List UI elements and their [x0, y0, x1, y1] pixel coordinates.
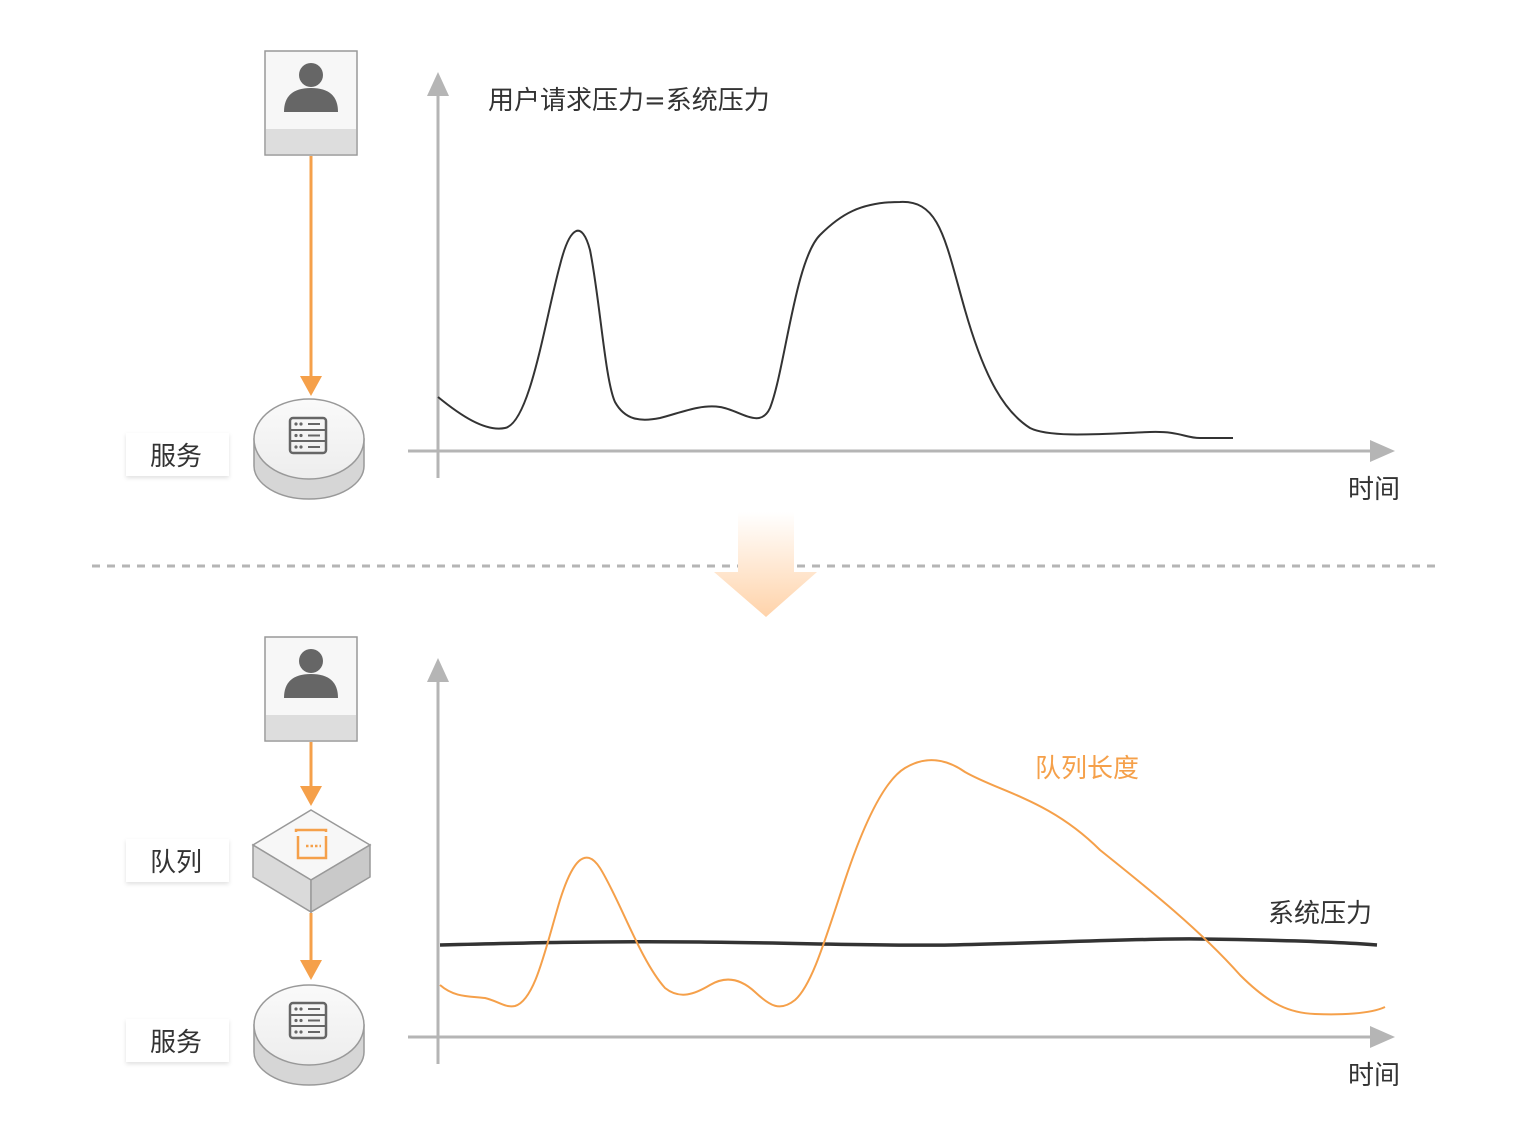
service-node-top [253, 398, 365, 500]
user-icon [284, 649, 338, 698]
top-x-axis-label: 时间 [1348, 475, 1400, 505]
request-arrow-to-service [300, 913, 322, 980]
queue-label-text: 队列 [150, 848, 202, 878]
service-node-bottom [253, 984, 365, 1086]
bottom-x-axis-label: 时间 [1348, 1061, 1400, 1091]
queue-label: 队列 [126, 839, 229, 882]
request-arrow-top [300, 156, 322, 396]
system-pressure-curve [439, 937, 1378, 947]
queue-length-curve [439, 759, 1386, 1016]
request-arrow-to-queue [300, 742, 322, 806]
bottom-chart-axes [408, 658, 1395, 1064]
service-label-top: 服务 [126, 433, 229, 476]
transition-arrow [714, 512, 817, 617]
server-icon [288, 416, 328, 455]
top-chart-label: 用户请求压力=系统压力 [488, 86, 770, 116]
top-chart-axes [408, 72, 1395, 478]
user-card-top [264, 50, 358, 156]
user-card-bottom [264, 636, 358, 742]
queue-node [251, 809, 372, 914]
request-pressure-curve [437, 200, 1233, 439]
service-label-bottom-text: 服务 [150, 1028, 202, 1058]
system-pressure-label: 系统压力 [1268, 899, 1372, 929]
user-icon [284, 63, 338, 112]
queue-length-label: 队列长度 [1035, 754, 1139, 784]
queue-icon [294, 828, 328, 860]
server-icon [288, 1001, 328, 1040]
service-label-bottom: 服务 [126, 1019, 229, 1062]
service-label-top-text: 服务 [150, 442, 202, 472]
